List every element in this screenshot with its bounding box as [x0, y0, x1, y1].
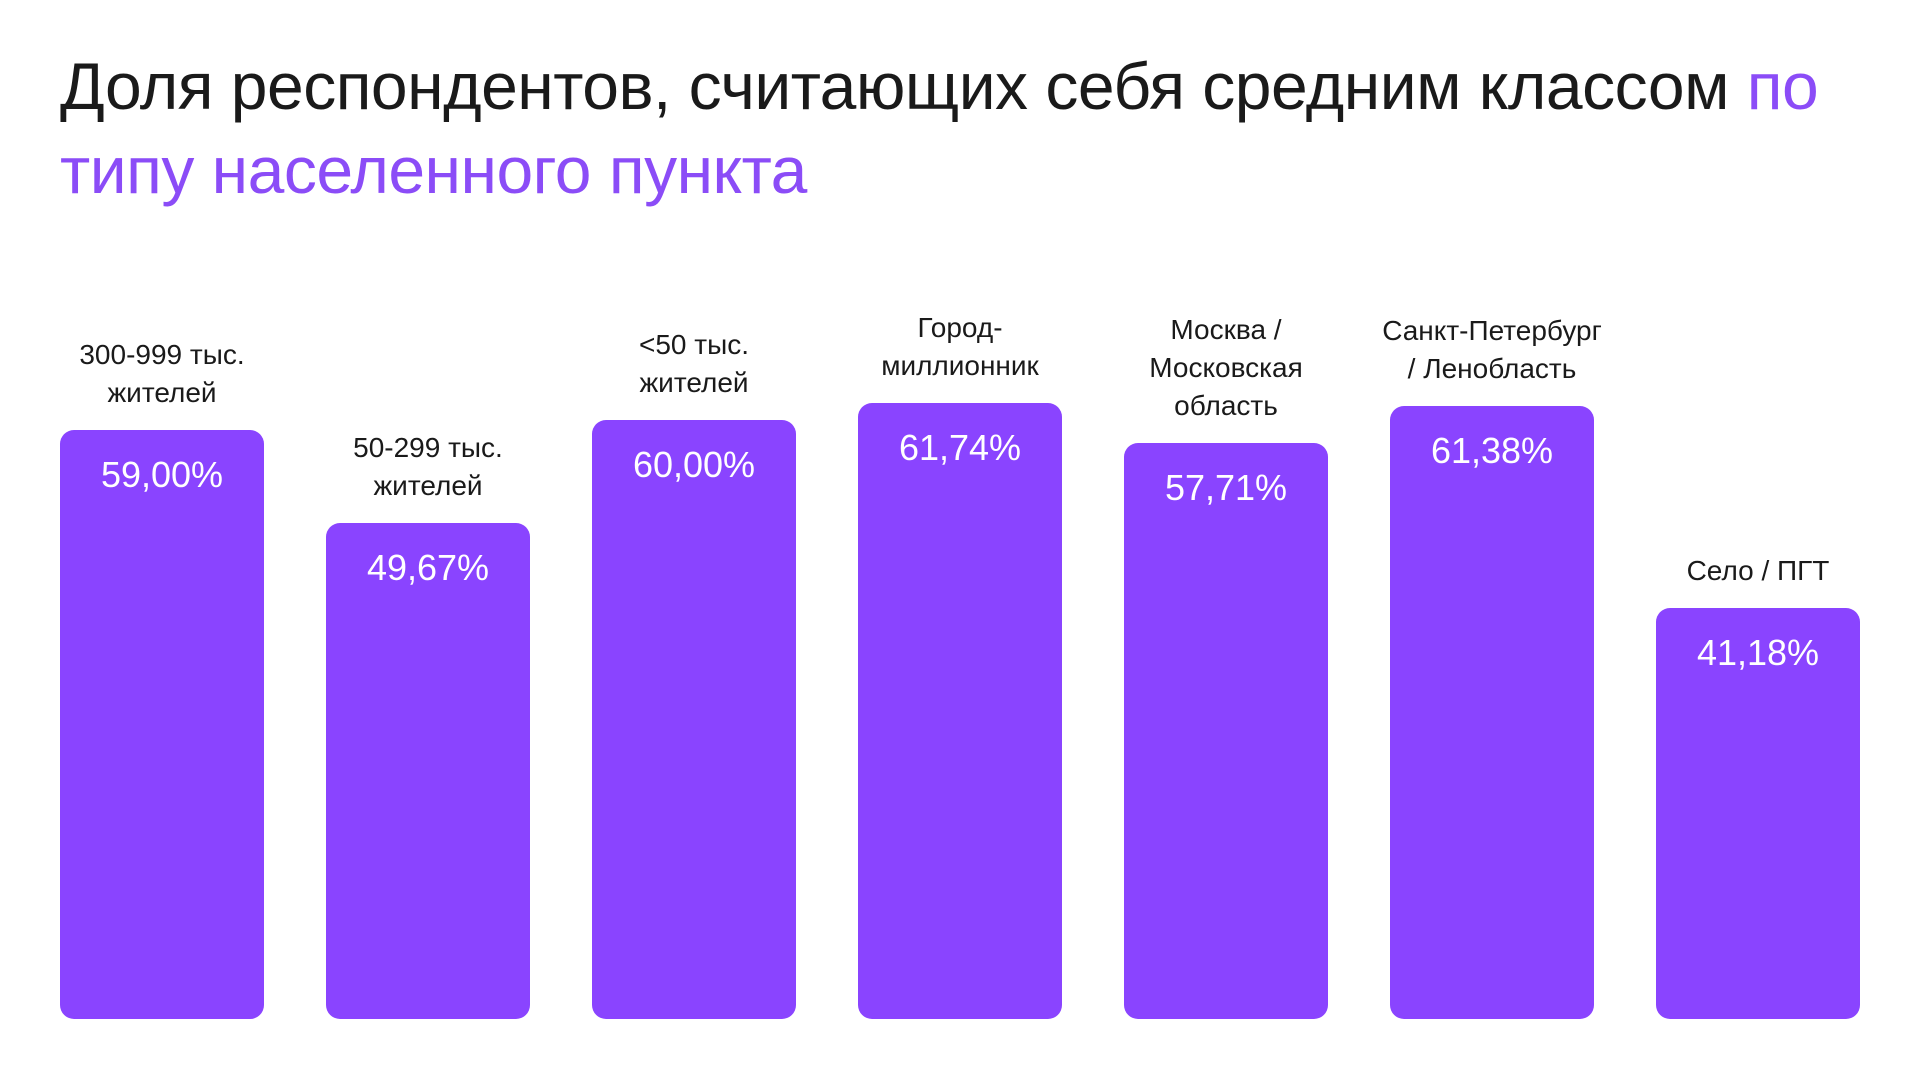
bar — [1124, 443, 1328, 1019]
value-label: 60,00% — [632, 444, 756, 486]
category-label: Село / ПГТ — [1686, 555, 1830, 587]
category-label: 50-299 тыс. жителей — [353, 432, 503, 502]
title-text: Доля респондентов, считающих себя средни… — [60, 49, 1729, 123]
chart-title: Доля респондентов, считающих себя средни… — [60, 44, 1860, 212]
bar — [60, 430, 264, 1019]
bar — [1656, 608, 1860, 1019]
bar — [326, 523, 530, 1019]
category-label: Город-миллионник — [881, 311, 1039, 381]
category-label: Москва / Московская область — [1149, 314, 1303, 422]
category-label: 300-999 тыс. жителей — [79, 339, 245, 409]
category-label: Санкт-Петербург / Ленобласть — [1382, 315, 1602, 385]
value-label: 41,18% — [1696, 632, 1820, 674]
category-label: <50 тыс. жителей — [638, 329, 749, 399]
value-label: 61,74% — [898, 426, 1022, 468]
bar — [1390, 406, 1594, 1019]
title-highlight: по типу населенного пункта — [60, 49, 1819, 207]
value-label: 61,38% — [1430, 430, 1554, 472]
bar — [858, 402, 1062, 1019]
value-label: 59,00% — [100, 454, 224, 496]
bar — [592, 420, 796, 1019]
value-label: 49,67% — [366, 547, 490, 589]
value-label: 57,71% — [1164, 467, 1288, 509]
